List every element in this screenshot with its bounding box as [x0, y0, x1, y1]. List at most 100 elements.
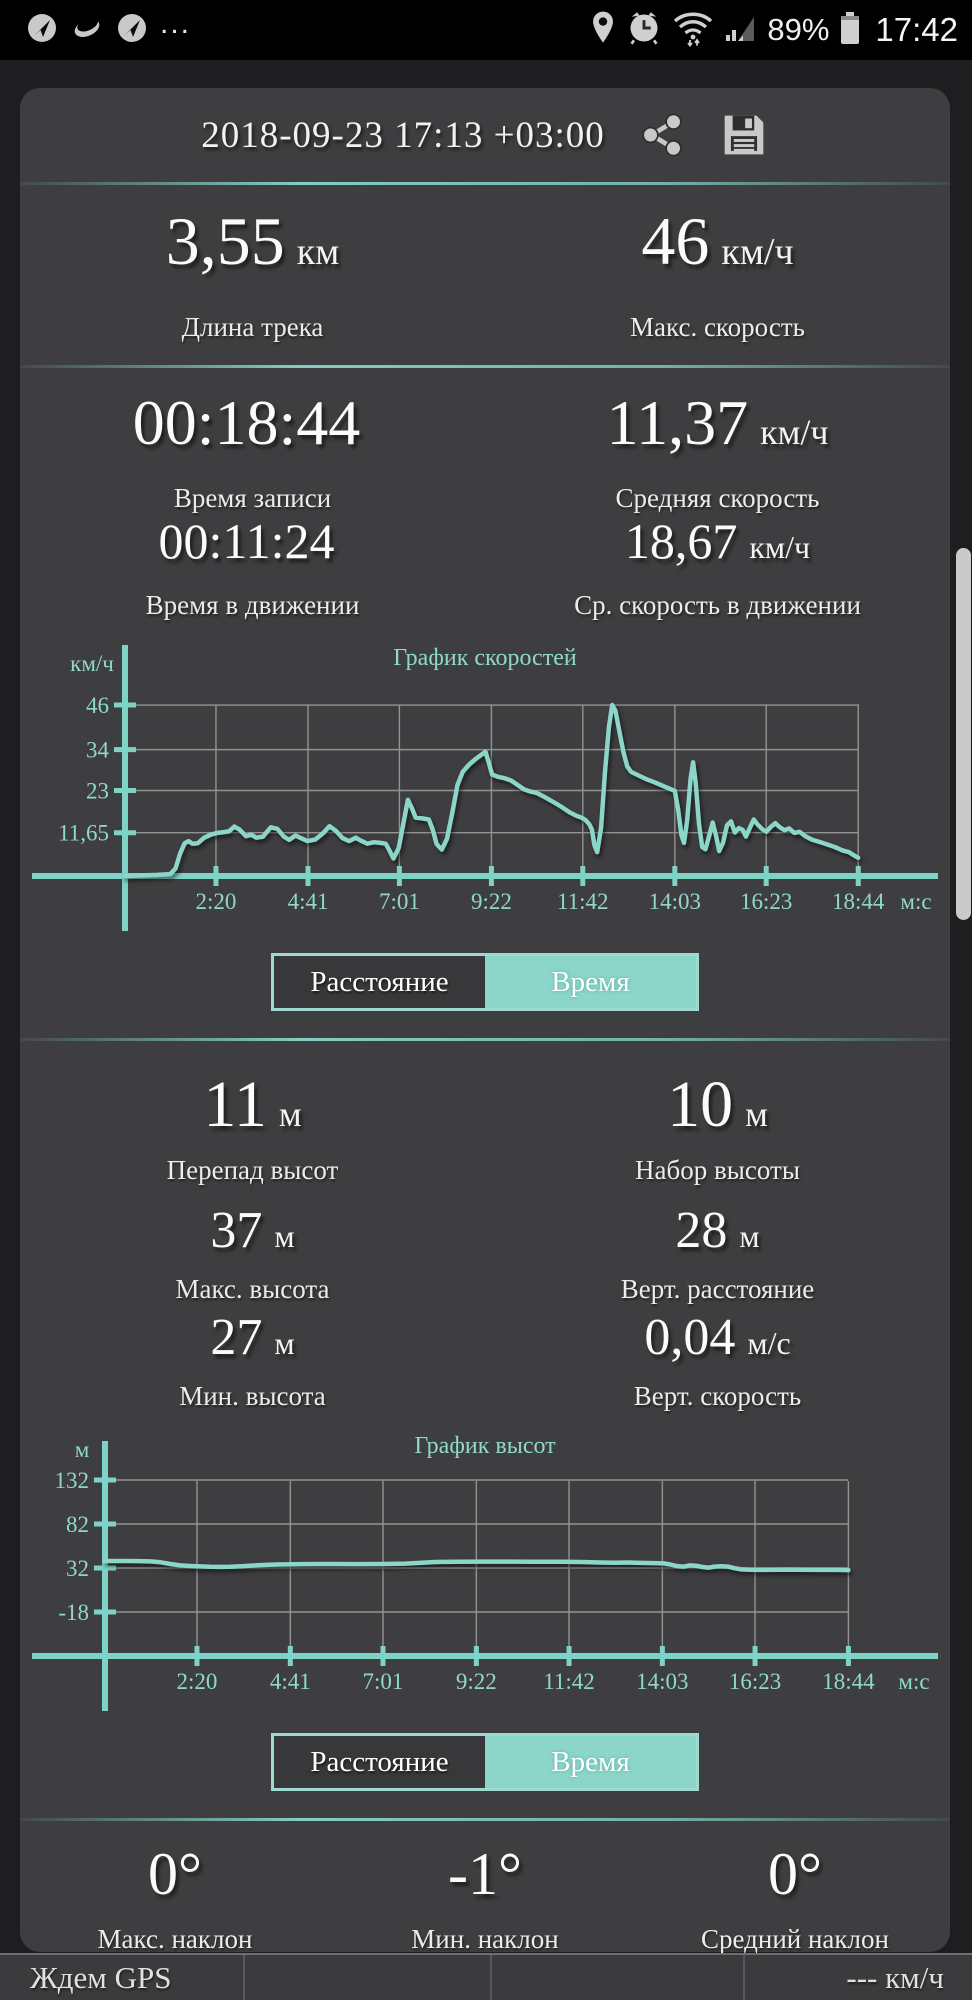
stat-value: 0°: [148, 1841, 202, 1907]
stats-row-elev-1: 11 м Перепад высот 10 м Набор высоты: [20, 1063, 950, 1186]
svg-text:34: 34: [86, 738, 110, 763]
svg-text:82: 82: [66, 1512, 89, 1537]
stat-vertical-distance: 28 м Верт. расстояние: [485, 1196, 950, 1305]
elevation-axis-toggle: Расстояние Время: [271, 1733, 699, 1791]
stat-value: -1°: [448, 1841, 522, 1907]
svg-text:2:20: 2:20: [196, 889, 237, 914]
stat-unit: м: [745, 1094, 768, 1134]
stat-unit: м: [739, 1218, 760, 1254]
stat-value: 0,04: [644, 1309, 736, 1366]
stat-max-altitude: 37 м Макс. высота: [20, 1196, 485, 1305]
stat-label: Время записи: [173, 483, 332, 513]
svg-text:18:44: 18:44: [832, 889, 885, 914]
stats-row-slope: 0° Макс. наклон -1° Мин. наклон 0° Средн…: [20, 1836, 950, 1955]
svg-text:11,65: 11,65: [58, 821, 109, 846]
stat-unit: м: [274, 1325, 295, 1361]
stat-label: Верт. скорость: [633, 1381, 802, 1411]
stat-value: 11,37: [606, 387, 749, 458]
toggle-distance[interactable]: Расстояние: [274, 1736, 485, 1788]
svg-text:м:с: м:с: [900, 889, 931, 914]
stat-unit: км/ч: [721, 231, 794, 273]
stat-label: Макс. высота: [175, 1274, 330, 1304]
scrollbar-thumb[interactable]: [956, 548, 971, 920]
stat-label: Мин. высота: [179, 1381, 326, 1411]
svg-text:16:23: 16:23: [729, 1669, 781, 1694]
stats-row-top: 3,55 км Длина трека 46 км/ч Макс. скорость: [20, 188, 950, 343]
stat-label: Верт. расстояние: [620, 1274, 815, 1304]
bottom-bar-cell-empty: [245, 1955, 490, 2000]
svg-text:4:41: 4:41: [270, 1669, 311, 1694]
save-button[interactable]: [719, 110, 769, 160]
svg-text:км/ч: км/ч: [70, 651, 114, 676]
clock-time: 17:42: [875, 11, 958, 48]
alarm-icon: [626, 10, 662, 51]
stat-value: 10: [667, 1068, 734, 1141]
stat-moving-time: 00:11:24 Время в движении: [20, 508, 485, 621]
toggle-time[interactable]: Время: [485, 956, 696, 1008]
status-right-icons: 89% 17:42: [589, 9, 972, 52]
svg-text:23: 23: [86, 779, 109, 804]
battery-icon: [838, 10, 862, 51]
stat-unit: м: [278, 1094, 302, 1134]
svg-text:9:22: 9:22: [471, 889, 512, 914]
svg-text:16:23: 16:23: [740, 889, 792, 914]
stat-label: Макс. скорость: [630, 312, 805, 342]
track-header: 2018-09-23 17:13 +03:00: [20, 88, 950, 182]
stat-track-length: 3,55 км Длина трека: [20, 188, 485, 343]
gps-status-bar: Ждем GPS --- км/ч: [0, 1953, 972, 2000]
stat-label: Средний наклон: [701, 1924, 889, 1954]
stat-label: Мин. наклон: [411, 1924, 559, 1954]
stats-row-time-1: 00:18:44 Время записи 11,37 км/ч Средняя …: [20, 373, 950, 514]
stats-row-time-2: 00:11:24 Время в движении 18,67 км/ч Ср. …: [20, 508, 950, 621]
stat-value: 28: [675, 1202, 728, 1259]
svg-text:46: 46: [86, 693, 109, 718]
stat-min-slope: -1° Мин. наклон: [330, 1836, 640, 1955]
current-speed-text: --- км/ч: [846, 1959, 944, 1995]
svg-text:32: 32: [66, 1556, 89, 1581]
stat-unit: км/ч: [749, 529, 811, 565]
main-panel: 2018-09-23 17:13 +03:00 3,55 км Длина тре…: [20, 88, 950, 1955]
stat-label: Длина трека: [181, 312, 324, 342]
stat-label: Набор высоты: [635, 1155, 800, 1185]
stat-unit: км: [296, 231, 340, 273]
stat-value: 18,67: [624, 513, 738, 569]
svg-text:9:22: 9:22: [456, 1669, 497, 1694]
section-divider: [20, 365, 950, 368]
stat-label: Ср. скорость в движении: [574, 590, 861, 620]
toggle-time[interactable]: Время: [485, 1736, 696, 1788]
stats-row-elev-3: 27 м Мин. высота 0,04 м/с Верт. скорость: [20, 1303, 950, 1412]
stats-row-elev-2: 37 м Макс. высота 28 м Верт. расстояние: [20, 1196, 950, 1305]
speed-chart: 46 34 23 11,65 2:20 4:41 7:01 9:22 11:42 14:03 16:…: [30, 633, 942, 933]
stat-avg-slope: 0° Средний наклон: [640, 1836, 950, 1955]
stat-value: 27: [210, 1309, 263, 1366]
svg-text:График скоростей: График скоростей: [393, 645, 577, 671]
svg-text:11:42: 11:42: [543, 1669, 595, 1694]
location-icon: [589, 10, 617, 51]
svg-text:График высот: График высот: [414, 1433, 556, 1459]
stat-elevation-range: 11 м Перепад высот: [20, 1063, 485, 1186]
stat-label: Время в движении: [145, 590, 360, 620]
elevation-chart: 132 82 32 -18 2:20 4:41 7:01 9:22 11:42 14:03 16:2…: [30, 1423, 942, 1713]
stat-recording-time: 00:18:44 Время записи: [20, 373, 485, 514]
stat-value: 37: [210, 1202, 263, 1259]
stat-value: 46: [641, 203, 710, 279]
app-notification-icon: [26, 12, 58, 49]
section-divider: [20, 1038, 950, 1041]
stat-unit: м/с: [747, 1325, 791, 1361]
stat-average-moving-speed: 18,67 км/ч Ср. скорость в движении: [485, 508, 950, 621]
status-bar: ... 89% 17:42: [0, 0, 972, 60]
stat-max-speed: 46 км/ч Макс. скорость: [485, 188, 950, 343]
stat-value: 3,55: [165, 203, 285, 279]
section-divider: [20, 182, 950, 185]
stat-value: 0°: [768, 1841, 822, 1907]
share-button[interactable]: [639, 112, 685, 158]
stat-max-slope: 0° Макс. наклон: [20, 1836, 330, 1955]
toggle-distance[interactable]: Расстояние: [274, 956, 485, 1008]
svg-text:4:41: 4:41: [288, 889, 329, 914]
stat-label: Средняя скорость: [615, 483, 820, 513]
stat-value: 00:18:44: [132, 387, 361, 458]
svg-text:18:44: 18:44: [822, 1669, 875, 1694]
svg-text:7:01: 7:01: [363, 1669, 404, 1694]
stat-label: Перепад высот: [166, 1155, 339, 1185]
stat-unit: м: [274, 1218, 295, 1254]
